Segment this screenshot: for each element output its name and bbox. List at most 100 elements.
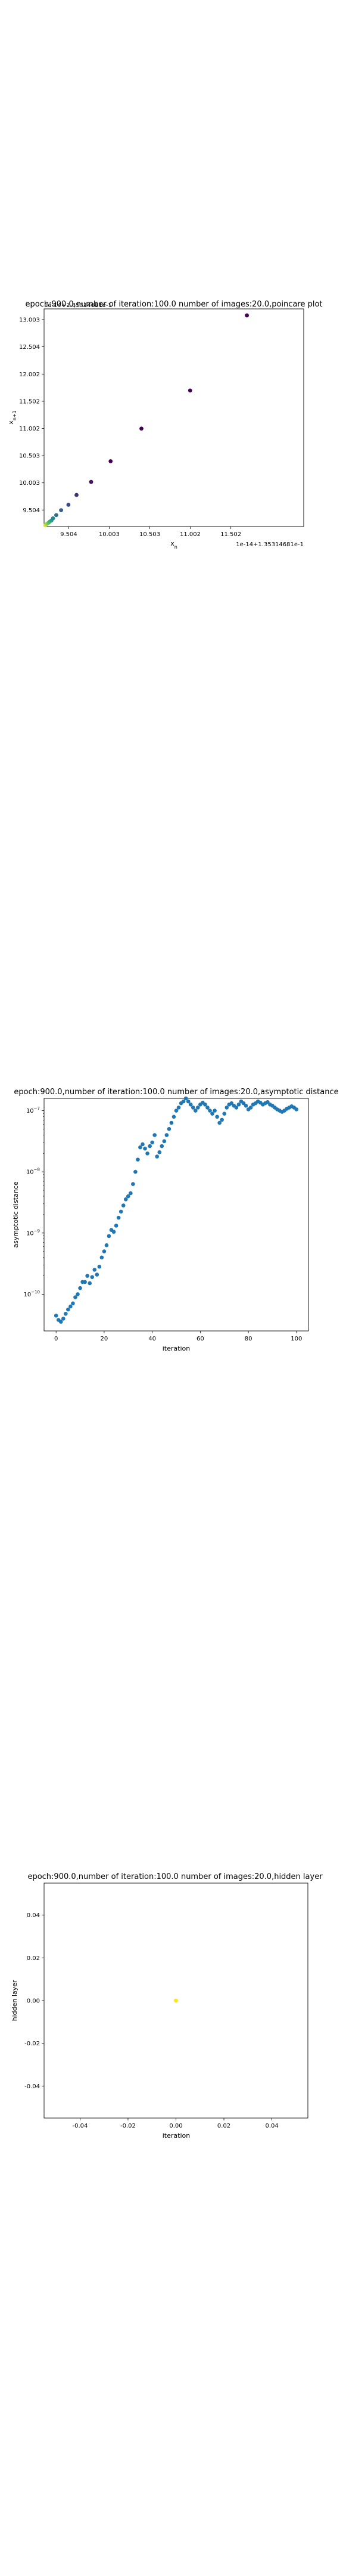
data-point [150, 1141, 154, 1145]
y-tick-base: 10 [23, 1292, 31, 1298]
x-tick-label: 0.04 [265, 2123, 278, 2129]
y-offset-text: 1e-14+1.35314681e-1 [44, 302, 112, 309]
y-axis-label: xn+1 [7, 410, 17, 424]
x-tick-label: 10.003 [99, 531, 120, 538]
data-point [186, 1100, 191, 1104]
data-point [83, 1280, 87, 1284]
data-point [295, 1107, 299, 1111]
y-tick-label: 13.003 [19, 317, 40, 323]
data-point [163, 1140, 167, 1144]
data-point [220, 1118, 224, 1122]
x-axis-label: iteration [163, 2132, 190, 2140]
plot-area [44, 309, 304, 527]
data-point [174, 1109, 179, 1113]
chart-title: epoch:900.0,number of iteration:100.0 nu… [27, 1872, 323, 1881]
y-tick-label: 0.00 [27, 1998, 40, 2005]
data-point [89, 480, 93, 484]
data-point [73, 1295, 77, 1299]
data-points [43, 314, 249, 528]
asymptotic-distance-chart: epoch:900.0,number of iteration:100.0 nu… [0, 1073, 343, 1503]
data-point [112, 1230, 116, 1234]
data-point [61, 1317, 66, 1321]
y-tick-exponent: −7 [34, 1106, 40, 1111]
data-point [217, 1121, 222, 1125]
data-point [191, 1106, 195, 1110]
plot-area [44, 1098, 308, 1331]
x-axis-label: xn [170, 540, 177, 550]
x-tick-label: 0.02 [217, 2123, 230, 2129]
y-tick-label: 11.502 [19, 398, 40, 405]
y-tick-base: 10 [26, 1169, 34, 1176]
data-point [95, 1272, 99, 1277]
data-point [126, 1194, 130, 1199]
y-tick-label: 10.003 [19, 480, 40, 487]
y-axis: 9.504 10.003 10.503 11.002 11.502 12.002 12.50… [19, 317, 44, 513]
data-point [145, 1151, 149, 1156]
data-point [245, 314, 249, 318]
data-point [196, 1106, 200, 1110]
data-point [107, 1234, 111, 1239]
data-point [182, 1100, 186, 1104]
data-point [215, 1114, 219, 1119]
x-tick-label: 60 [197, 1336, 204, 1342]
data-point [133, 1170, 138, 1174]
y-axis: 0.040.020.00-0.02-0.04 [24, 1912, 44, 2090]
x-tick-label: -0.04 [72, 2123, 88, 2129]
data-point [59, 508, 63, 512]
y-tick-label: -0.02 [24, 2041, 40, 2047]
x-tick-label: 0.00 [169, 2123, 182, 2129]
data-point [222, 1111, 226, 1116]
data-point [114, 1224, 119, 1228]
y-tick-label: 10−9 [26, 1228, 40, 1237]
data-point [249, 1106, 253, 1110]
data-point [152, 1133, 157, 1137]
data-point [51, 516, 55, 521]
data-point [74, 493, 79, 497]
data-point [138, 1145, 142, 1150]
data-point [213, 1109, 217, 1113]
x-tick-label: -0.02 [120, 2123, 136, 2129]
x-tick-label: 100 [291, 1336, 302, 1342]
y-tick-label: 10−8 [26, 1168, 40, 1176]
data-point [244, 1104, 248, 1108]
data-point [131, 1182, 135, 1186]
data-point [68, 1305, 73, 1309]
y-tick-label: 9.504 [23, 507, 40, 514]
data-point [54, 1314, 58, 1318]
data-point [119, 1210, 123, 1214]
data-point [141, 1143, 145, 1147]
y-tick-label: 10.503 [19, 453, 40, 460]
x-tick-label: 11.002 [180, 531, 201, 538]
data-point [170, 1121, 174, 1125]
x-tick-label: 80 [245, 1336, 252, 1342]
x-tick-label: 9.504 [60, 531, 77, 538]
data-point [129, 1191, 133, 1196]
data-point [136, 1157, 140, 1162]
data-point [172, 1114, 176, 1119]
y-tick-label: 10−7 [26, 1106, 40, 1114]
data-point [165, 1133, 169, 1137]
data-points [54, 1097, 298, 1324]
data-point [143, 1147, 147, 1151]
data-point [188, 388, 192, 392]
x-tick-label: 0 [54, 1336, 58, 1342]
x-tick-label: 11.502 [220, 531, 241, 538]
data-point [78, 1286, 82, 1290]
x-tick-label: 10.503 [139, 531, 160, 538]
data-point [124, 1197, 128, 1202]
data-point [205, 1106, 210, 1110]
data-point [121, 1203, 126, 1208]
data-point [189, 1103, 193, 1107]
data-point [224, 1106, 229, 1110]
data-point [148, 1144, 152, 1148]
data-point [88, 1281, 92, 1286]
x-axis: 0 20 40 60 80 100 [54, 1331, 302, 1342]
x-axis-label-sub: n [174, 544, 177, 550]
data-point [100, 1256, 104, 1260]
data-point [184, 1097, 188, 1101]
data-point [108, 459, 113, 463]
hidden-layer-chart: epoch:900.0,number of iteration:100.0 nu… [0, 1860, 343, 2290]
y-axis: 10−1010−910−810−7 [23, 1106, 44, 1298]
y-tick-base: 10 [26, 1230, 34, 1237]
y-tick-exponent: −10 [31, 1290, 40, 1295]
